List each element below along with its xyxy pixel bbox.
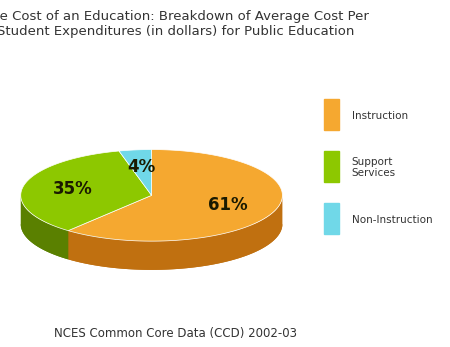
Text: 4%: 4% <box>127 158 156 176</box>
Polygon shape <box>21 224 152 259</box>
Polygon shape <box>68 150 283 241</box>
Text: Non-Instruction: Non-Instruction <box>352 215 432 225</box>
Polygon shape <box>68 196 283 270</box>
Bar <box>324 151 339 182</box>
Text: NCES Common Core Data (CCD) 2002-03: NCES Common Core Data (CCD) 2002-03 <box>54 327 297 340</box>
Bar <box>324 99 339 130</box>
Polygon shape <box>21 196 68 259</box>
Text: Instruction: Instruction <box>352 111 408 120</box>
Text: 61%: 61% <box>208 196 248 214</box>
Text: 35%: 35% <box>53 180 92 198</box>
Polygon shape <box>119 150 152 195</box>
Text: Support
Services: Support Services <box>352 157 396 178</box>
Bar <box>324 203 339 234</box>
Polygon shape <box>21 151 152 231</box>
Text: The Cost of an Education: Breakdown of Average Cost Per
Student Expenditures (in: The Cost of an Education: Breakdown of A… <box>0 10 369 39</box>
Polygon shape <box>68 224 283 270</box>
